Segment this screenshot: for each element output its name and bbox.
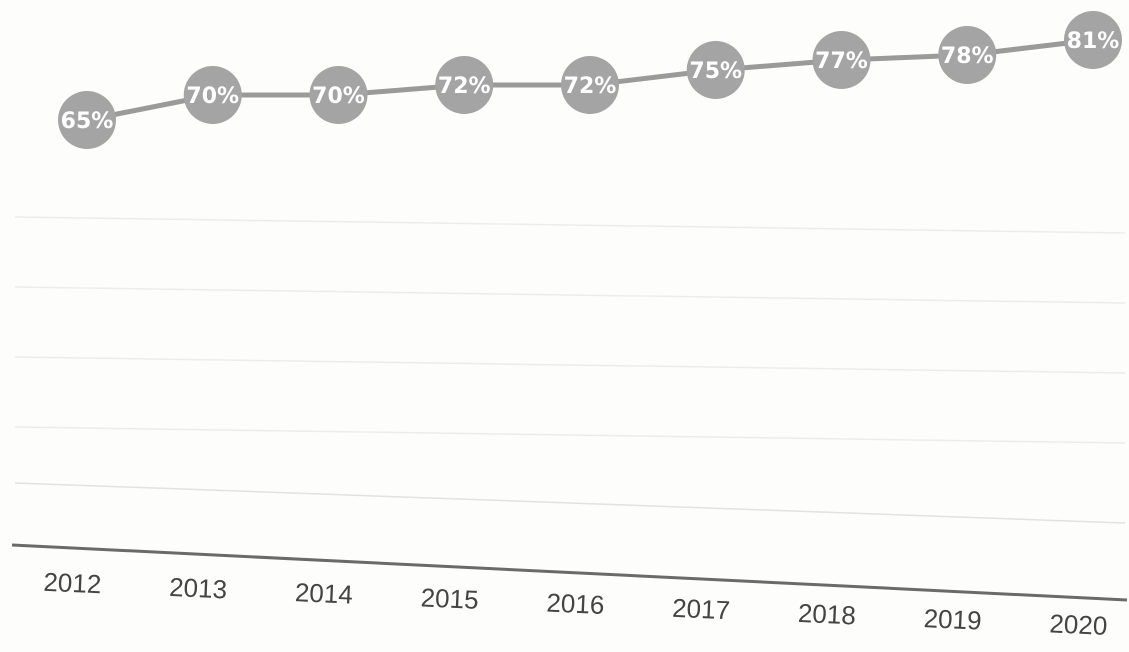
- data-label-2015: 72%: [438, 74, 491, 99]
- data-point-2018: 77%: [812, 31, 871, 89]
- x-tick-label-2018: 2018: [797, 598, 856, 630]
- marker-circle: [435, 56, 494, 114]
- x-tick-label-2019: 2019: [923, 603, 982, 635]
- gridline-low: [14, 482, 1126, 524]
- data-points: 65% 70% 70% 72% 72% 75% 77% 78% 81%: [58, 11, 1122, 149]
- data-label-2013: 70%: [186, 84, 239, 109]
- marker-circle: [183, 66, 242, 124]
- x-tick-label-2016: 2016: [546, 588, 605, 620]
- marker-circle: [686, 41, 745, 99]
- data-point-2017: 75%: [686, 41, 745, 99]
- marker-circle: [938, 26, 997, 84]
- data-point-2020: 81%: [1064, 11, 1122, 69]
- data-label-2017: 75%: [689, 59, 742, 84]
- data-point-2012: 65%: [58, 91, 116, 149]
- x-tick-label-2013: 2013: [169, 572, 228, 604]
- x-tick-label-2012: 2012: [43, 567, 102, 599]
- x-tick-label-2014: 2014: [294, 577, 353, 609]
- gridline-1: [14, 286, 1126, 304]
- marker-circle: [58, 91, 116, 149]
- data-point-2019: 78%: [938, 26, 997, 84]
- gridline-3: [14, 426, 1126, 444]
- marker-circle: [812, 31, 871, 89]
- gridline-0: [14, 216, 1126, 234]
- marker-circle: [1064, 11, 1122, 69]
- gridline-2: [14, 356, 1126, 374]
- marker-circle: [309, 66, 368, 124]
- data-label-2012: 65%: [61, 109, 114, 134]
- x-tick-label-2020: 2020: [1049, 608, 1108, 640]
- data-point-2016: 72%: [561, 56, 619, 114]
- data-label-2020: 81%: [1067, 29, 1120, 54]
- data-point-2014: 70%: [309, 66, 368, 124]
- x-tick-labels: 2012 2013 2014 2015 2016 2017 2018 2019 2020: [43, 567, 1108, 641]
- x-axis-line: [11, 543, 1128, 602]
- data-label-2019: 78%: [941, 44, 994, 69]
- gridlines: [14, 216, 1126, 524]
- data-label-2014: 70%: [312, 84, 365, 109]
- data-label-2018: 77%: [815, 49, 868, 74]
- data-point-2015: 72%: [435, 56, 494, 114]
- marker-circle: [561, 56, 619, 114]
- data-label-2016: 72%: [564, 74, 617, 99]
- data-point-2013: 70%: [183, 66, 242, 124]
- x-tick-label-2017: 2017: [672, 593, 731, 625]
- x-tick-label-2015: 2015: [420, 582, 479, 614]
